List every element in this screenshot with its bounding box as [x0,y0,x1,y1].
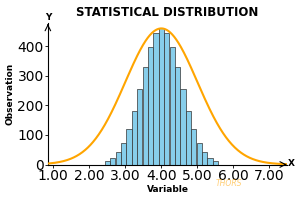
Bar [175,67,180,164]
Bar [110,158,115,164]
Bar [196,143,202,164]
Bar [142,67,148,164]
Bar [202,152,207,164]
Y-axis label: Observation: Observation [6,62,15,125]
Bar [105,161,110,164]
Bar [132,111,137,164]
Bar [164,33,170,164]
Bar [116,152,121,164]
Bar [148,47,153,164]
Bar [207,158,213,164]
Text: THORS: THORS [215,179,242,188]
Text: X: X [287,159,294,168]
Bar [121,143,126,164]
Bar [213,161,218,164]
Bar [126,129,131,164]
Bar [159,28,164,164]
Bar [180,89,186,164]
Title: STATISTICAL DISTRIBUTION: STATISTICAL DISTRIBUTION [76,6,259,19]
Bar [153,33,159,164]
Bar [137,89,142,164]
Bar [186,111,191,164]
X-axis label: Variable: Variable [147,185,189,194]
Bar [169,47,175,164]
Bar [191,129,196,164]
Text: Y: Y [45,14,51,22]
